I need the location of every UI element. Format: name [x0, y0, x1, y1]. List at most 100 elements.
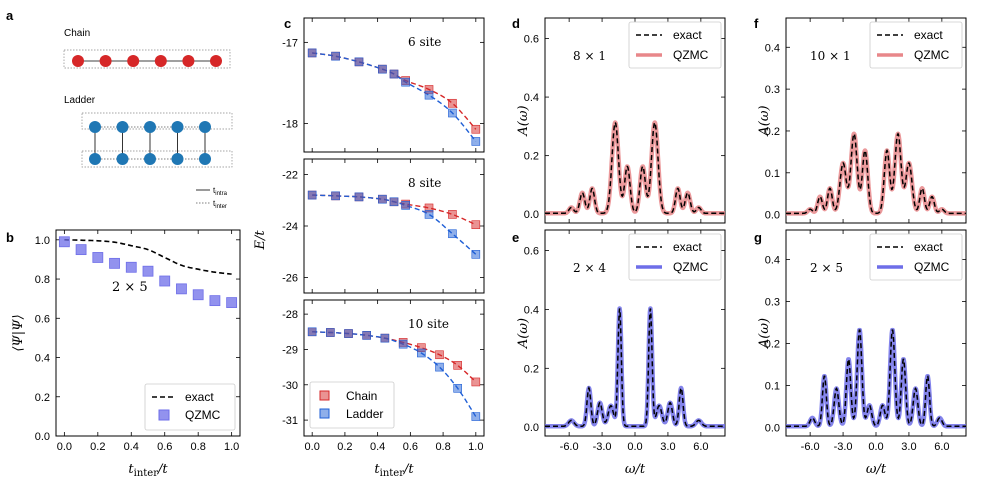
chain-label: Chain: [64, 28, 90, 39]
chain-point: [453, 361, 462, 370]
ladder-box-bottom: [81, 150, 233, 168]
panel-c-ylabel: E/t: [253, 230, 268, 251]
panel-c-10-site-chart: 0.0 0.2 0.4 0.6 0.8 1.0 -28 -29 -30 -31 10 site Cha…: [282, 299, 485, 479]
y-tick-label: 0.2: [765, 339, 780, 351]
exact-spectral-line: [545, 120, 725, 215]
x-tick-label: 0.2: [90, 441, 105, 453]
y-tick-label: 0.1: [765, 381, 780, 393]
y-axis-label: A(ω): [516, 318, 531, 349]
ladder-point: [326, 328, 335, 337]
chain-sites: [72, 55, 222, 67]
ladder-point: [331, 191, 340, 201]
qzmc-point: [75, 244, 87, 256]
system-size-annotation: 10 site: [408, 317, 449, 331]
ladder-point: [378, 194, 387, 204]
x-tick-label: -3.0: [593, 441, 612, 453]
system-size-annotation: 8 × 1: [573, 49, 606, 63]
y-tick-label: 0.6: [524, 246, 539, 258]
x-tick-label: 0.4: [124, 441, 139, 453]
x-axis-label: tinter/t: [128, 462, 168, 479]
ladder-point: [344, 329, 353, 338]
y-tick-label: 0.4: [524, 92, 539, 104]
y-axis-label: A(ω): [516, 105, 531, 136]
y-tick-label: 0.0: [35, 431, 50, 443]
y-tick-label: 0.3: [765, 296, 780, 308]
y-axis-label: A(ω): [757, 105, 772, 136]
ladder-point: [453, 384, 462, 393]
x-tick-label: 0.4: [370, 441, 385, 453]
y-axis-label: A(ω): [757, 318, 772, 349]
legend-exact-label: exact: [673, 28, 702, 42]
x-tick-label: 0.6: [157, 441, 172, 453]
x-tick-label: 0.0: [627, 441, 642, 453]
legend-box: [309, 381, 395, 429]
panel-d-chart: 0.0 0.2 0.4 0.6 d 8 × 1 exact QZMC A(ω): [512, 16, 727, 224]
ladder-line: [312, 331, 477, 417]
x-tick-label: 0.6: [403, 441, 418, 453]
y-axis-label: ⟨Ψ|Ψ⟩: [11, 314, 26, 351]
ladder-point: [471, 137, 481, 146]
legend-inter-label: tinter: [213, 199, 227, 210]
y-tick-label: 0.4: [765, 254, 780, 266]
y-tick-label: -28: [282, 309, 298, 321]
x-tick-label: -3.0: [834, 441, 853, 453]
ladder-point: [401, 201, 410, 210]
exact-line: [64, 239, 232, 275]
qzmc-point: [209, 295, 221, 307]
chain-point: [471, 124, 481, 134]
y-tick-label: -29: [282, 344, 298, 356]
ladder-point: [471, 412, 481, 421]
qzmc-point: [92, 252, 104, 263]
ladder-point: [389, 69, 399, 79]
panel-letter-f: f: [754, 16, 759, 31]
chain-point: [471, 377, 481, 387]
chain-site: [127, 55, 140, 67]
x-tick-label: 1.0: [224, 441, 239, 453]
ladder-site: [199, 153, 211, 165]
plot-frame: [303, 158, 485, 294]
x-tick-label: 6.0: [934, 441, 949, 453]
system-size-annotation: 2 × 5: [112, 280, 148, 295]
y-tick-label: -31: [282, 415, 298, 427]
ladder-sites: [89, 121, 211, 165]
panel-letter-d: d: [512, 16, 520, 31]
chain-point: [435, 350, 444, 360]
ladder-site: [144, 153, 156, 165]
ladder-site: [171, 121, 184, 133]
qzmc-point: [109, 257, 120, 269]
panel-letter-e: e: [512, 230, 519, 245]
ladder-point: [354, 192, 364, 202]
exact-spectral-line: [786, 132, 966, 215]
ladder-point: [307, 327, 317, 337]
qzmc-point: [159, 275, 171, 287]
legend-qzmc-label: QZMC: [673, 260, 709, 274]
chain-site: [72, 55, 84, 67]
ladder-point: [401, 77, 410, 87]
qzmc-point: [226, 297, 238, 308]
y-tick-label: 0.6: [35, 313, 50, 325]
ladder-point: [448, 229, 457, 239]
ladder-label: Ladder: [64, 95, 96, 106]
ladder-point: [424, 210, 434, 219]
legend-exact-label: exact: [185, 390, 214, 404]
ladder-point: [307, 190, 317, 200]
legend-chain-label: Chain: [346, 389, 377, 403]
y-tick-label: -22: [282, 169, 298, 181]
legend-exact-label: exact: [914, 240, 943, 254]
y-tick-label: 0.2: [524, 363, 539, 375]
chain-point: [448, 98, 457, 108]
panel-b-chart: 0.0 0.2 0.4 0.6 0.8 1.0 0.0 0.2 0.4 0.6 0.8 1.0 b 2 ×…: [6, 229, 241, 479]
legend-qzmc-label: QZMC: [914, 260, 950, 274]
legend-qzmc-label: QZMC: [673, 48, 709, 62]
y-tick-label: 0.0: [765, 423, 780, 435]
y-tick-label: 0.3: [765, 84, 780, 96]
y-tick-label: 0.6: [524, 34, 539, 46]
y-tick-label: -30: [282, 380, 298, 392]
panel-letter-a: a: [6, 8, 14, 23]
system-size-annotation: 10 × 1: [810, 49, 851, 63]
system-size-annotation: 2 × 5: [810, 261, 843, 275]
x-tick-label: -6.0: [801, 441, 820, 453]
ladder-point: [398, 339, 408, 349]
ladder-point: [354, 57, 364, 67]
qzmc-spectral-line: [784, 327, 968, 429]
